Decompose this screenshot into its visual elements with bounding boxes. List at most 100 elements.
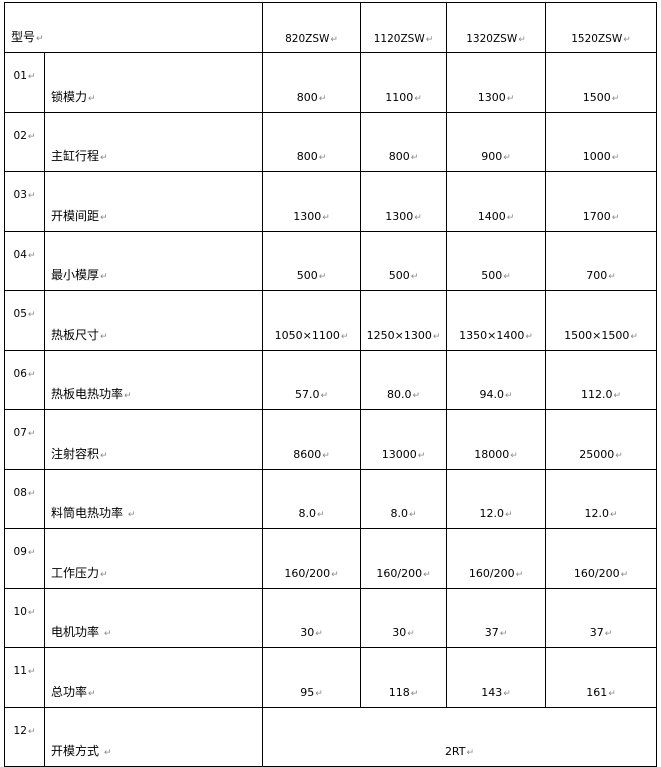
parameter-name: 锁模力 [51,90,96,104]
model-label-cell: 型号 [4,2,263,53]
row-number: 09 [14,546,36,558]
value: 1300 [293,210,330,223]
parameter-cell: 开模间距 [44,171,263,232]
row-number-cell: 09 [4,528,45,589]
value-cell: 500 [262,230,361,291]
value-cell: 1300 [262,171,361,232]
parameter-name: 开模间距 [51,209,108,223]
row-number: 02 [14,130,36,142]
row-number-cell: 05 [4,290,45,351]
value: 25000 [579,448,623,461]
row-number-cell: 04 [4,230,45,291]
value-cell: 13000 [360,409,447,470]
parameter-cell: 料筒电热功率 [44,468,263,529]
table-row: 07 注射容积 8600 13000 18000 25000 [4,409,657,470]
value: 118 [389,686,419,699]
value-cell: 1000 [545,111,657,172]
table-row: 11 总功率 95 118 143 161 [4,647,657,708]
table-row: 08 料筒电热功率 8.0 8.0 12.0 12.0 [4,468,657,529]
parameter-name: 工作压力 [51,566,108,580]
value-cell: 112.0 [545,349,657,410]
value: 1500 [583,91,620,104]
value: 12.0 [584,507,617,520]
value-cell: 160/200 [545,528,657,589]
value: 57.0 [295,388,328,401]
value-cell: 30 [262,587,361,648]
parameter-cell: 热板电热功率 [44,349,263,410]
value: 1300 [385,210,422,223]
value-cell: 161 [545,647,657,708]
value: 80.0 [387,388,420,401]
value: 500 [297,269,327,282]
value-cell: 1400 [446,171,546,232]
row-number-cell: 12 [4,706,45,767]
value: 30 [300,626,323,639]
parameter-cell: 开模方式 [44,706,263,767]
value-cell: 118 [360,647,447,708]
value-cell: 800 [360,111,447,172]
parameter-name: 热板尺寸 [51,328,108,342]
value-cell: 143 [446,647,546,708]
value-cell: 12.0 [545,468,657,529]
row-number: 12 [14,725,36,737]
value: 160/200 [469,567,523,580]
row-number: 04 [14,249,36,261]
value-cell: 1300 [360,171,447,232]
value: 1100 [385,91,422,104]
value-cell: 30 [360,587,447,648]
value: 160/200 [574,567,628,580]
value-cell: 900 [446,111,546,172]
value-cell: 94.0 [446,349,546,410]
value-cell: 1700 [545,171,657,232]
parameter-cell: 主缸行程 [44,111,263,172]
parameter-name: 料筒电热功率 [51,506,135,520]
value-cell: 160/200 [446,528,546,589]
row-number: 01 [14,70,36,82]
value-cell: 160/200 [262,528,361,589]
model-name: 1120ZSW [374,33,434,45]
parameter-name: 主缸行程 [51,149,108,163]
value-cell: 1300 [446,52,546,113]
value: 30 [392,626,415,639]
table-row: 01 锁模力 800 1100 1300 1500 [4,52,657,113]
value: 161 [586,686,616,699]
value: 1350×1400 [459,329,533,342]
row-number-cell: 08 [4,468,45,529]
value: 37 [485,626,508,639]
value-cell: 1100 [360,52,447,113]
parameter-cell: 工作压力 [44,528,263,589]
value: 1300 [478,91,515,104]
value: 1000 [583,150,620,163]
value: 900 [481,150,511,163]
header-row: 型号 820ZSW 1120ZSW 1320ZSW 1520ZSW [4,2,657,53]
value-cell: 500 [360,230,447,291]
value: 700 [586,269,616,282]
value-cell: 1500 [545,52,657,113]
table-row: 12 开模方式 2RT [4,706,657,767]
value: 160/200 [284,567,338,580]
row-number-cell: 11 [4,647,45,708]
value: 8600 [293,448,330,461]
model-name: 1320ZSW [466,33,526,45]
parameter-cell: 注射容积 [44,409,263,470]
table-row: 02 主缸行程 800 800 900 1000 [4,111,657,172]
value: 800 [297,150,327,163]
model-label: 型号 [11,30,44,44]
row-number: 06 [14,368,36,380]
value-cell: 57.0 [262,349,361,410]
parameter-name: 最小模厚 [51,268,108,282]
parameter-cell: 锁模力 [44,52,263,113]
value-cell: 1500×1500 [545,290,657,351]
value: 1050×1100 [275,329,349,342]
table-row: 10 电机功率 30 30 37 37 [4,587,657,648]
value: 37 [590,626,613,639]
value-cell: 1050×1100 [262,290,361,351]
spec-table: 型号 820ZSW 1120ZSW 1320ZSW 1520ZSW 01 锁模力… [4,2,657,767]
parameter-name: 总功率 [51,685,96,699]
value-cell: 95 [262,647,361,708]
value: 2RT [445,745,474,758]
model-cell: 1120ZSW [360,2,447,53]
value-cell: 800 [262,111,361,172]
value-cell: 80.0 [360,349,447,410]
model-cell: 1320ZSW [446,2,546,53]
